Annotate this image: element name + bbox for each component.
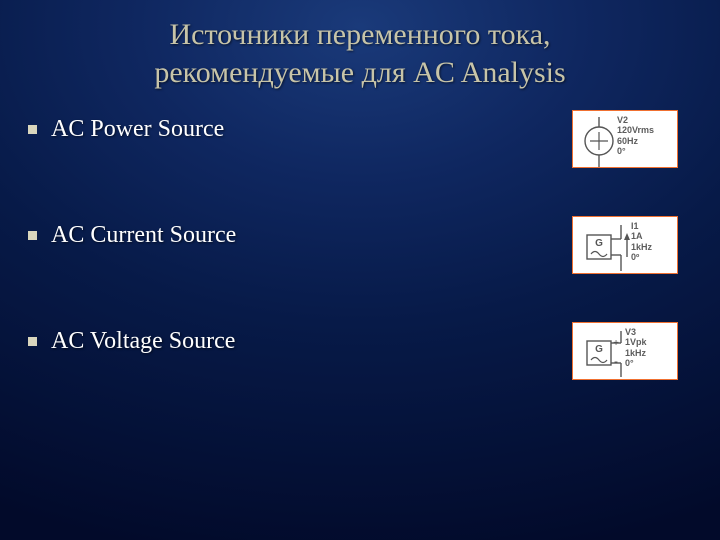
symbol-val3: 0° (617, 146, 654, 156)
ac-power-source-symbol: V2 120Vrms 60Hz 0° (572, 110, 678, 168)
symbol-val2: 60Hz (617, 136, 654, 146)
bullet-group: AC Voltage Source (0, 328, 235, 355)
slide: Источники переменного тока, рекомендуемы… (0, 0, 720, 540)
bullet-group: AC Power Source (0, 116, 224, 143)
ac-voltage-source-symbol: G + - V3 1Vpk 1kHz 0° (572, 322, 678, 380)
bullet-row-3: AC Voltage Source G + - V3 1Vpk (0, 328, 720, 355)
svg-text:G: G (595, 344, 603, 355)
slide-title: Источники переменного тока, рекомендуемы… (0, 0, 720, 91)
symbol-val1: 1A (631, 231, 652, 241)
symbol-val2: 1kHz (631, 242, 652, 252)
symbol-text-block: V3 1Vpk 1kHz 0° (625, 327, 647, 368)
symbol-frame-voltage: G + - V3 1Vpk 1kHz 0° (572, 322, 678, 380)
symbol-ref: V2 (617, 115, 654, 125)
symbol-text-block: I1 1A 1kHz 0º (631, 221, 652, 262)
symbol-frame-power: V2 120Vrms 60Hz 0° (572, 110, 678, 168)
symbol-frame-current: G I1 1A 1kHz 0º (572, 216, 678, 274)
svg-text:G: G (595, 238, 603, 249)
bullet-row-1: AC Power Source V2 120Vrms 60Hz 0° (0, 116, 720, 143)
bullet-row-2: AC Current Source G (0, 222, 720, 249)
title-line-2: рекомендуемые для AC Analysis (154, 56, 565, 89)
symbol-val1: 120Vrms (617, 125, 654, 135)
bullet-label: AC Current Source (51, 222, 236, 249)
symbol-ref: V3 (625, 327, 647, 337)
bullet-label: AC Voltage Source (51, 328, 235, 355)
ac-current-source-symbol: G I1 1A 1kHz 0º (572, 216, 678, 274)
square-bullet-icon (28, 125, 37, 134)
symbol-val2: 1kHz (625, 348, 647, 358)
symbol-text-block: V2 120Vrms 60Hz 0° (617, 115, 654, 156)
symbol-val3: 0º (631, 252, 652, 262)
symbol-ref: I1 (631, 221, 652, 231)
svg-text:-: - (614, 354, 618, 368)
square-bullet-icon (28, 337, 37, 346)
symbol-val1: 1Vpk (625, 337, 647, 347)
square-bullet-icon (28, 231, 37, 240)
symbol-val3: 0° (625, 358, 647, 368)
bullet-group: AC Current Source (0, 222, 236, 249)
title-line-1: Источники переменного тока, (169, 18, 550, 51)
bullet-label: AC Power Source (51, 116, 224, 143)
